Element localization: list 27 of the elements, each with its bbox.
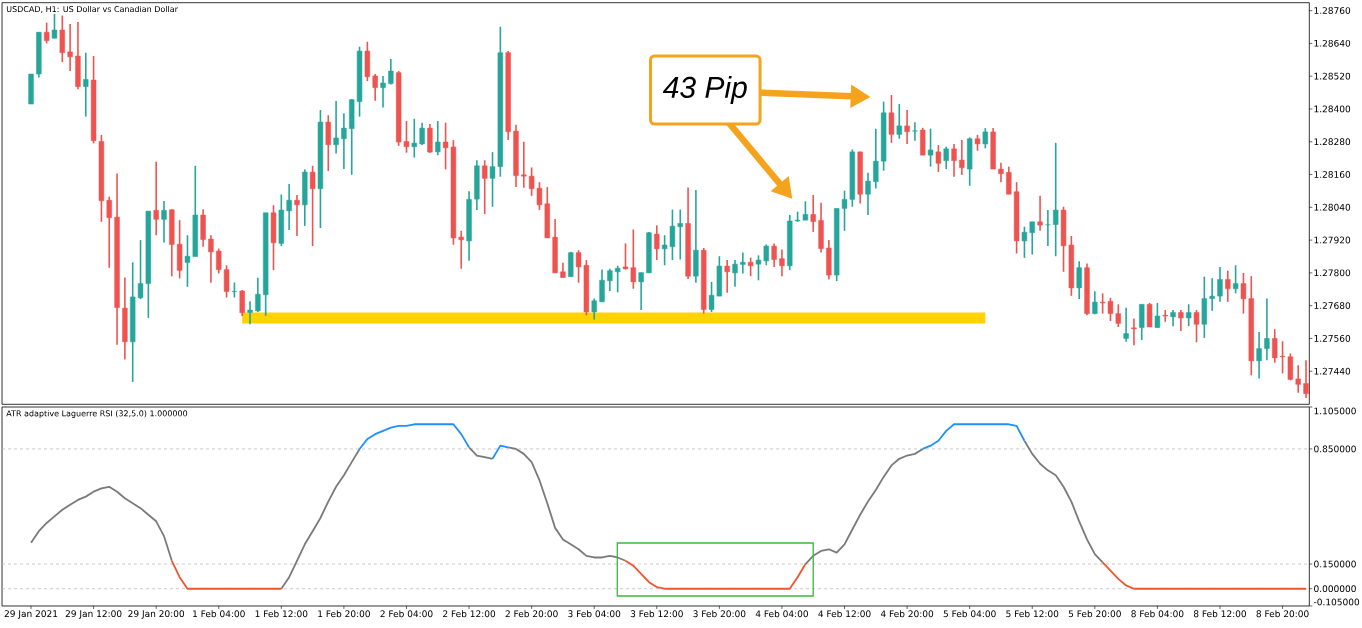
x-tick-label: 4 Feb 20:00 [880, 610, 934, 618]
y-tick-label: -0.105000 [1313, 598, 1360, 606]
y-tick-label: 1.105000 [1314, 407, 1356, 415]
x-tick-label: 4 Feb 12:00 [818, 610, 871, 618]
x-tick-label: 5 Feb 04:00 [943, 610, 996, 618]
chart-title: ATR adaptive Laguerre RSI (32,5.0) 1.000000 [6, 410, 188, 418]
x-tick-label: 5 Feb 12:00 [1006, 610, 1059, 618]
x-tick-label: 5 Feb 20:00 [1068, 610, 1121, 618]
x-tick-label: 1 Feb 04:00 [193, 610, 245, 618]
x-tick-label: 8 Feb 20:00 [1256, 610, 1309, 618]
x-tick-label: 29 Jan 20:00 [128, 610, 185, 619]
y-tick-label: 0.150000 [1314, 560, 1356, 568]
x-tick-label: 8 Feb 04:00 [1131, 610, 1184, 618]
x-tick-label: 3 Feb 12:00 [630, 610, 683, 618]
x-tick-label: 29 Jan 2021 [4, 610, 58, 619]
x-tick-label: 3 Feb 20:00 [693, 610, 746, 618]
x-tick-label: 2 Feb 12:00 [443, 610, 496, 618]
y-tick-label: 0.000000 [1314, 585, 1356, 593]
y-tick-label: 0.850000 [1314, 445, 1356, 453]
x-tick-label: 2 Feb 04:00 [380, 610, 433, 618]
x-tick-label: 4 Feb 04:00 [755, 610, 808, 618]
x-tick-label: 29 Jan 12:00 [65, 610, 122, 619]
x-tick-label: 2 Feb 20:00 [505, 610, 558, 618]
x-tick-label: 1 Feb 20:00 [318, 610, 370, 618]
x-tick-label: 3 Feb 04:00 [568, 610, 621, 618]
x-tick-label: 8 Feb 12:00 [1193, 610, 1247, 618]
x-tick-label: 1 Feb 12:00 [255, 610, 308, 618]
